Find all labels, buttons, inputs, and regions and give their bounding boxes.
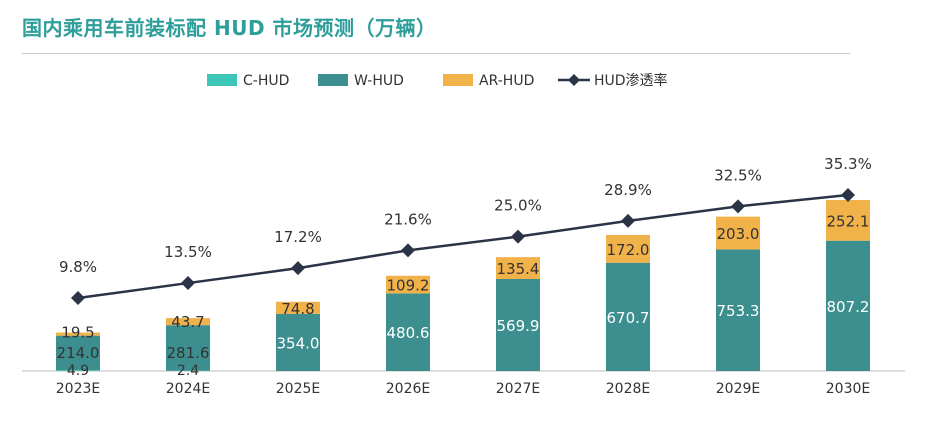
x-tick-label: 2026E <box>386 381 430 397</box>
x-tick-label: 2029E <box>716 381 760 397</box>
legend-swatch-ar-hud <box>443 74 473 86</box>
x-tick-label: 2025E <box>276 381 320 397</box>
line-point-marker <box>181 276 195 291</box>
line-point-marker <box>291 261 305 276</box>
bar-w-hud-2025e <box>276 313 320 371</box>
line-data-label: 13.5% <box>164 243 212 261</box>
data-label-ar-hud: 74.8 <box>281 300 314 318</box>
line-data-label: 9.8% <box>59 258 97 276</box>
data-label-ar-hud: 43.7 <box>171 313 204 331</box>
line-data-label: 35.3% <box>824 155 872 173</box>
data-label-ar-hud: 109.2 <box>387 277 430 295</box>
bar-w-hud-2030e <box>826 240 870 371</box>
bar-w-hud-2023e <box>56 335 100 371</box>
line-data-label: 21.6% <box>384 210 432 228</box>
line-data-label: 25.0% <box>494 197 542 215</box>
data-label-w-hud: 480.6 <box>387 324 430 342</box>
bar-ar-hud-2027e <box>496 257 540 280</box>
bar-w-hud-2024e <box>166 325 210 371</box>
bar-ar-hud-2023e <box>56 332 100 336</box>
legend-label-hud-penetration: HUD渗透率 <box>594 72 668 89</box>
bar-c-hud-2023e <box>56 370 100 371</box>
bar-w-hud-2026e <box>386 293 430 371</box>
line-point-marker <box>621 213 635 228</box>
data-label-ar-hud: 135.4 <box>497 260 540 278</box>
line-data-label: 32.5% <box>714 166 762 184</box>
line-data-label: 17.2% <box>274 228 322 246</box>
data-label-ar-hud: 252.1 <box>827 212 870 230</box>
bar-ar-hud-2029e <box>716 216 760 250</box>
bar-ar-hud-2028e <box>606 234 650 263</box>
line-point-marker <box>401 243 415 258</box>
legend-swatch-c-hud <box>207 74 237 86</box>
legend-label-w-hud: W-HUD <box>354 73 404 89</box>
bar-ar-hud-2025e <box>276 301 320 314</box>
data-label-ar-hud: 203.0 <box>717 225 760 243</box>
data-label-w-hud: 670.7 <box>607 309 650 327</box>
line-hud-penetration <box>77 193 849 300</box>
data-label-ar-hud: 172.0 <box>607 241 650 259</box>
x-tick-label: 2023E <box>56 381 100 397</box>
bar-ar-hud-2024e <box>166 318 210 326</box>
x-tick-label: 2028E <box>606 381 650 397</box>
data-label-ar-hud: 19.5 <box>61 324 94 342</box>
legend-line-marker <box>568 74 580 86</box>
x-tick-label: 2027E <box>496 381 540 397</box>
bar-w-hud-2028e <box>606 262 650 371</box>
bar-ar-hud-2026e <box>386 275 430 294</box>
legend-label-ar-hud: AR-HUD <box>479 73 534 89</box>
line-point-marker <box>841 188 855 203</box>
bar-w-hud-2029e <box>716 249 760 371</box>
data-label-w-hud: 214.0 <box>57 344 100 362</box>
data-label-c-hud: 2.4 <box>177 363 199 379</box>
x-tick-label: 2024E <box>166 381 210 397</box>
bar-ar-hud-2030e <box>826 200 870 241</box>
data-label-w-hud: 753.3 <box>717 302 760 320</box>
data-label-w-hud: 807.2 <box>827 298 870 316</box>
line-data-label: 28.9% <box>604 181 652 199</box>
data-label-w-hud: 354.0 <box>277 334 320 352</box>
legend-swatch-w-hud <box>318 74 348 86</box>
title-divider <box>22 53 850 54</box>
line-point-marker <box>71 291 85 305</box>
line-point-marker <box>731 199 745 214</box>
chart-title: 国内乘用车前装标配 HUD 市场预测（万辆） <box>22 16 437 40</box>
bar-w-hud-2027e <box>496 279 540 371</box>
data-label-c-hud: 4.9 <box>67 363 89 379</box>
legend-label-c-hud: C-HUD <box>243 73 289 89</box>
line-point-marker <box>511 229 525 244</box>
data-label-w-hud: 569.9 <box>497 317 540 335</box>
x-tick-label: 2030E <box>826 381 870 397</box>
data-label-w-hud: 281.6 <box>167 344 210 362</box>
